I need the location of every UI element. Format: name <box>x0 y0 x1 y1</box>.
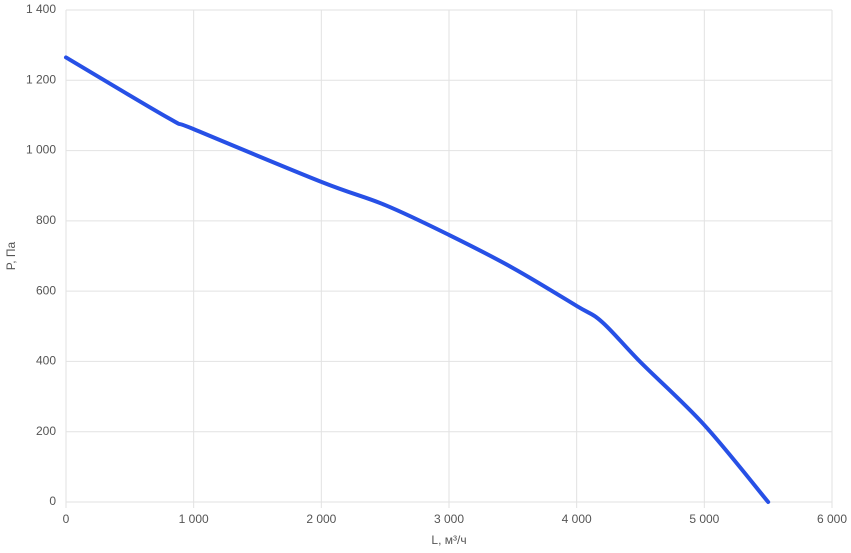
y-tick-label: 1 400 <box>26 2 56 16</box>
y-tick-label: 200 <box>36 424 56 438</box>
x-tick-label: 6 000 <box>817 512 847 526</box>
y-axis-title: P, Па <box>4 241 18 270</box>
y-tick-label: 800 <box>36 213 56 227</box>
x-tick-label: 5 000 <box>689 512 719 526</box>
y-tick-label: 1 000 <box>26 143 56 157</box>
x-tick-label: 1 000 <box>179 512 209 526</box>
y-tick-label: 600 <box>36 283 56 297</box>
x-tick-label: 4 000 <box>562 512 592 526</box>
y-tick-label: 1 200 <box>26 72 56 86</box>
y-tick-label: 400 <box>36 354 56 368</box>
data-line <box>64 55 771 504</box>
x-tick-label: 2 000 <box>306 512 336 526</box>
x-axis-title: L, м³/ч <box>431 533 466 547</box>
x-tick-label: 0 <box>63 512 70 526</box>
y-tick-label: 0 <box>49 494 56 508</box>
x-tick-label: 3 000 <box>434 512 464 526</box>
